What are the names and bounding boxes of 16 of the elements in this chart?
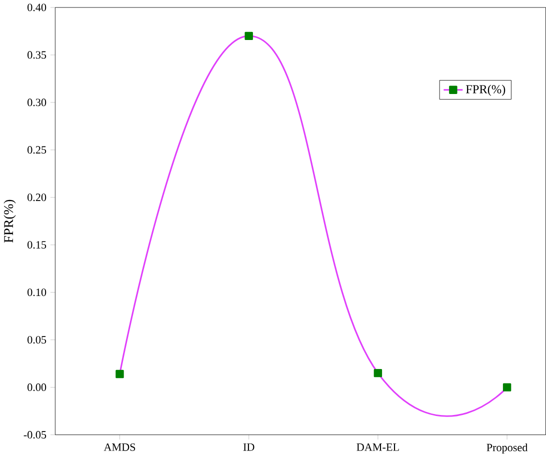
y-tick-label: 0.10 (28, 288, 46, 296)
x-tick-label: DAM-EL (356, 443, 399, 451)
x-tick-label: Proposed (486, 443, 528, 454)
x-tick-label: ID (243, 443, 254, 451)
y-tick-label: 0.30 (28, 98, 46, 106)
y-tick-label: 0.35 (28, 51, 46, 59)
y-tick-label: 0.25 (28, 146, 46, 154)
y-tick-label: -0.05 (24, 430, 46, 438)
y-axis-title: FPR(%) (4, 200, 16, 242)
y-tick-label: 0.00 (28, 383, 46, 391)
y-tick-label: 0.40 (28, 4, 46, 12)
y-tick-label: 0.05 (28, 336, 46, 344)
y-tick-label: 0.15 (28, 240, 46, 249)
legend-label: FPR(%) (466, 84, 506, 96)
x-tick-label: AMDS (104, 443, 136, 451)
y-tick-label: 0.20 (28, 194, 46, 202)
